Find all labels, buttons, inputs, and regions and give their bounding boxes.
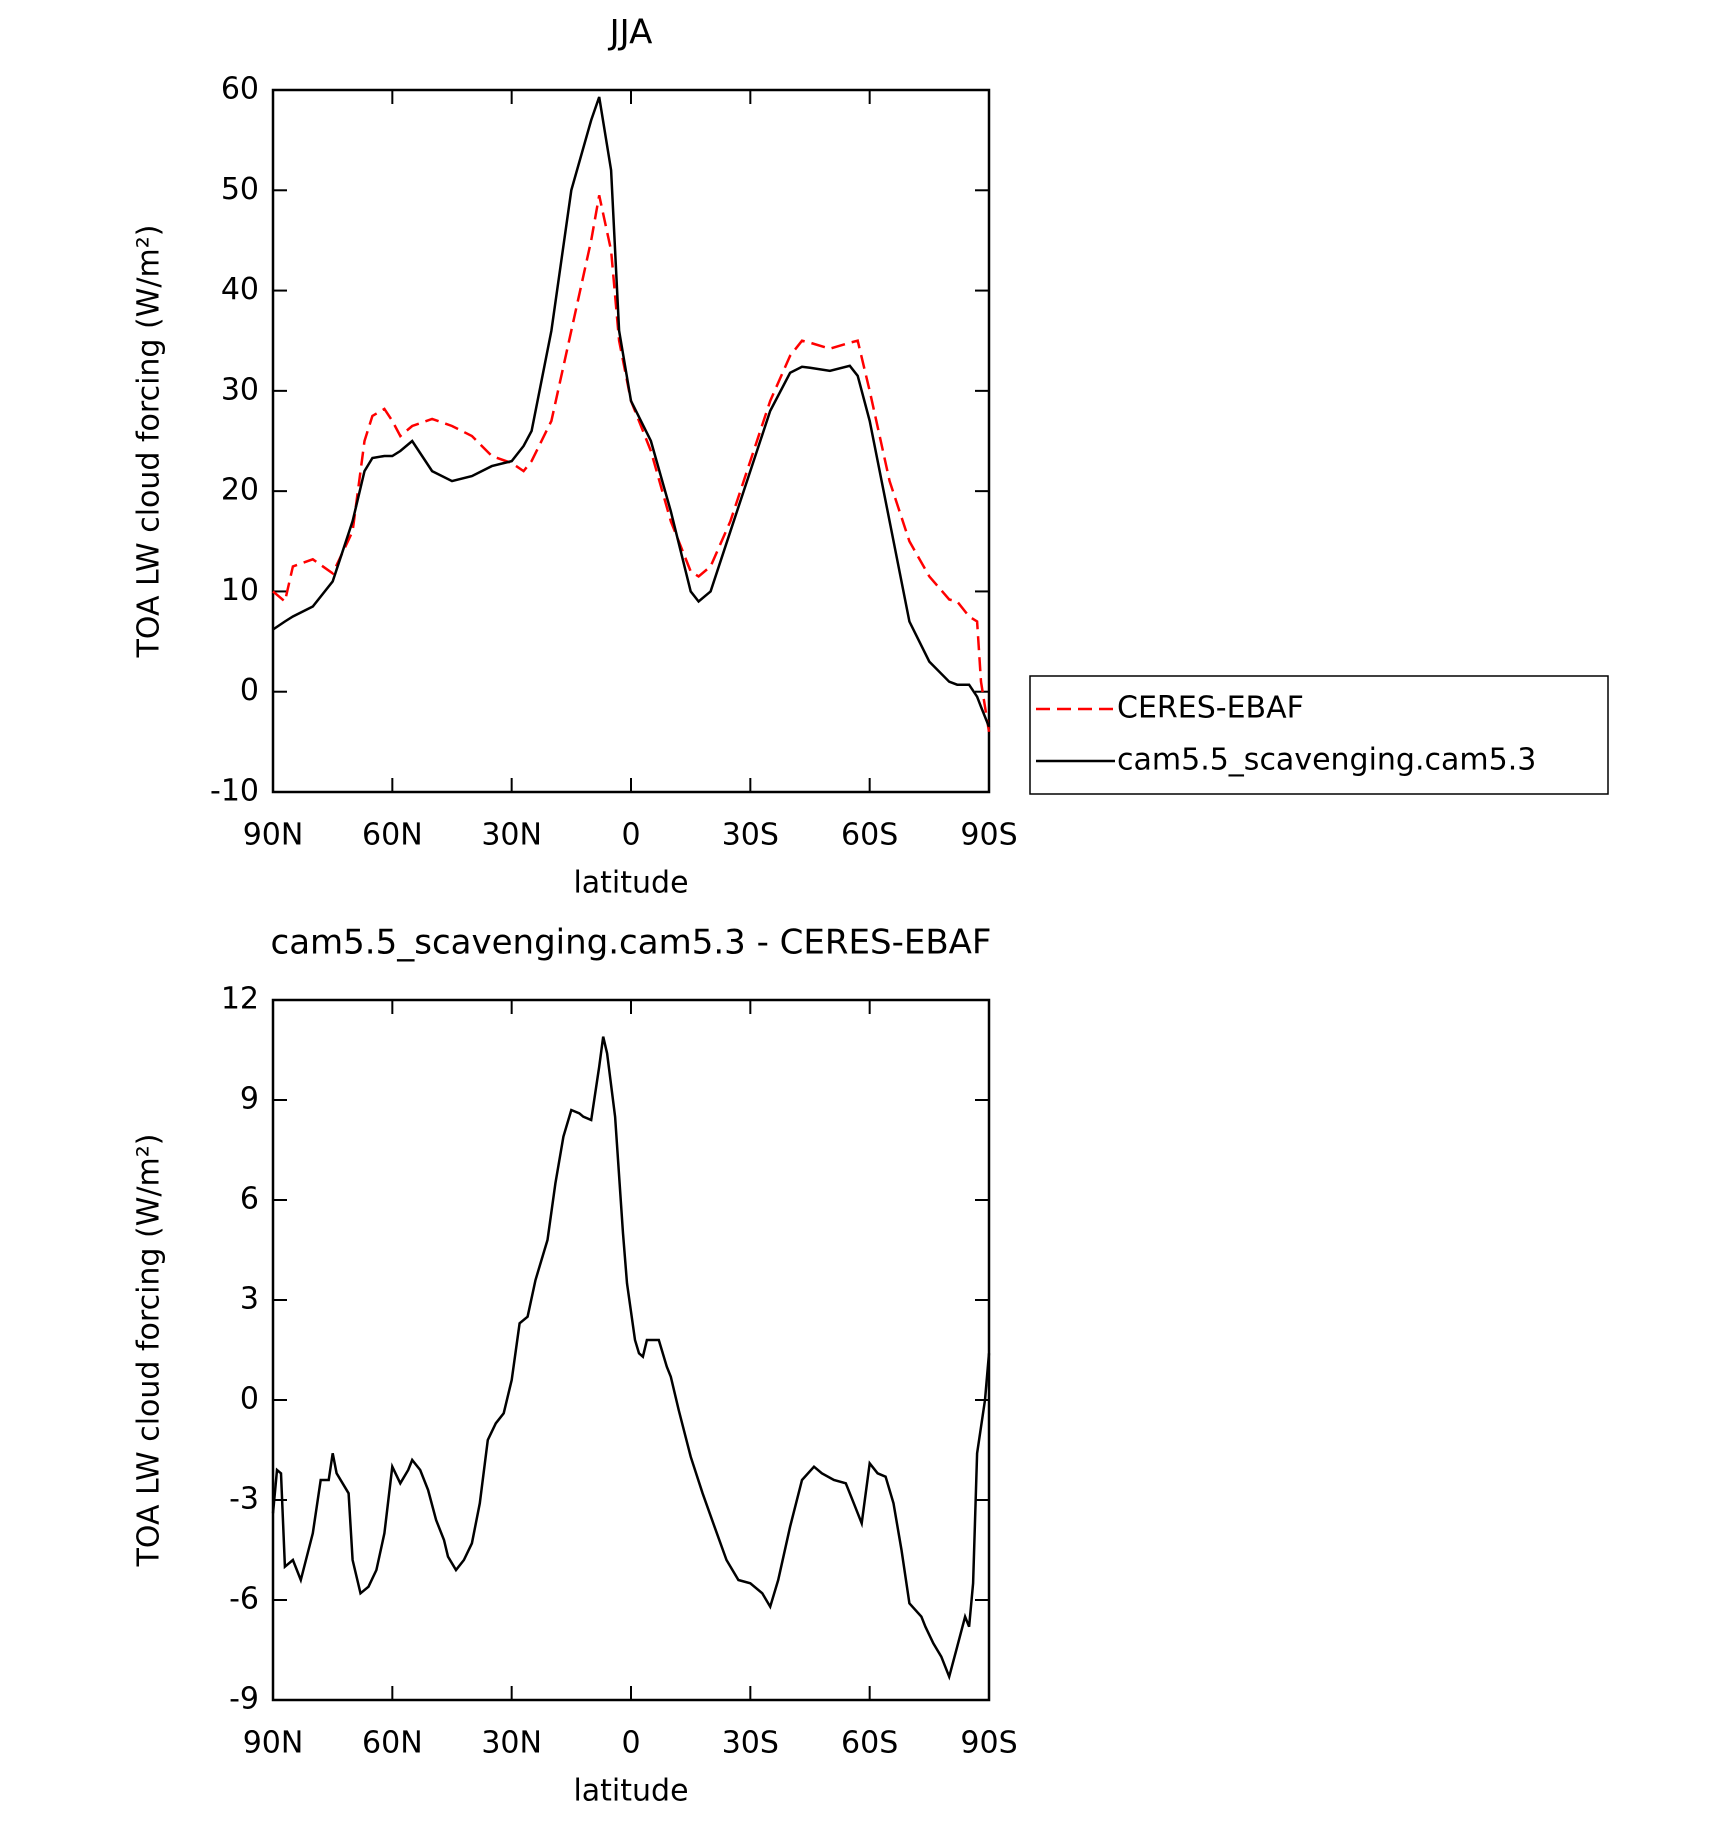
y-tick-label: 12 — [221, 982, 259, 1017]
chart-title: JJA — [608, 13, 653, 53]
x-tick-label: 90S — [960, 818, 1017, 853]
x-axis-label: latitude — [573, 1774, 688, 1809]
legend-label: CERES-EBAF — [1117, 691, 1304, 726]
x-tick-label: 90N — [243, 818, 304, 853]
x-tick-label: 30S — [722, 1726, 779, 1761]
x-tick-label: 30N — [481, 1726, 542, 1761]
y-tick-label: -6 — [229, 1582, 259, 1617]
y-tick-label: -9 — [229, 1682, 259, 1717]
x-tick-label: 30N — [481, 818, 542, 853]
y-tick-label: 10 — [221, 573, 259, 608]
x-tick-label: 60S — [841, 818, 898, 853]
x-tick-label: 30S — [722, 818, 779, 853]
plot-frame — [271, 998, 991, 1702]
x-tick-label: 0 — [621, 1726, 640, 1761]
x-tick-label: 60N — [362, 1726, 423, 1761]
y-tick-label: 40 — [221, 272, 259, 307]
x-tick-label: 90S — [960, 1726, 1017, 1761]
x-tick-label: 90N — [243, 1726, 304, 1761]
x-tick-label: 60S — [841, 1726, 898, 1761]
y-tick-label: 60 — [221, 72, 259, 107]
legend-label: cam5.5_scavenging.cam5.3 — [1117, 743, 1536, 778]
series-line — [272, 96, 991, 728]
x-axis-label: latitude — [573, 866, 688, 901]
x-tick-label: 60N — [362, 818, 423, 853]
series-line — [271, 1036, 991, 1681]
y-tick-label: 3 — [240, 1282, 259, 1317]
series-line — [272, 195, 991, 732]
y-tick-label: -3 — [229, 1482, 259, 1517]
y-tick-label: 0 — [240, 1382, 259, 1417]
y-tick-label: -10 — [210, 774, 259, 809]
chart-title: cam5.5_scavenging.cam5.3 - CERES-EBAF — [271, 923, 992, 963]
y-tick-label: 9 — [240, 1082, 259, 1117]
x-tick-label: 0 — [621, 818, 640, 853]
legend-box — [1029, 675, 1609, 795]
y-axis-label: TOA LW cloud forcing (W/m²) — [132, 225, 167, 659]
y-tick-label: 50 — [221, 172, 259, 207]
y-tick-label: 30 — [221, 372, 259, 407]
y-tick-label: 20 — [221, 473, 259, 508]
y-tick-label: 6 — [240, 1182, 259, 1217]
y-axis-label: TOA LW cloud forcing (W/m²) — [132, 1134, 167, 1568]
y-tick-label: 0 — [240, 673, 259, 708]
